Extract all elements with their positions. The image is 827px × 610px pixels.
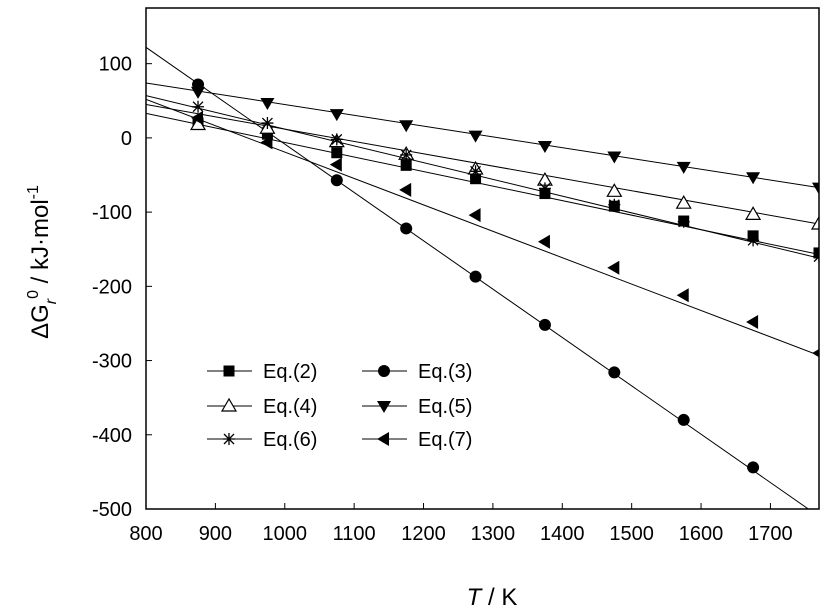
x-axis-title: T / K — [467, 584, 518, 610]
y-tick-label: -300 — [92, 351, 132, 373]
x-tick-label: 1700 — [748, 523, 793, 545]
series-4-point — [676, 161, 691, 174]
series-2-point — [400, 222, 413, 235]
legend-label: Eq.(6) — [263, 429, 317, 451]
series-4-point — [746, 172, 761, 185]
series-1-point — [331, 147, 343, 159]
series-5-point — [261, 117, 274, 130]
series-1-point — [813, 247, 819, 259]
series-2-point — [608, 366, 621, 379]
series-4-point — [260, 98, 275, 111]
series-5-point — [608, 198, 621, 211]
x-tick-label: 1100 — [333, 523, 376, 545]
y-tick-label: 100 — [99, 54, 132, 76]
series-4-point — [468, 130, 483, 143]
legend: Eq.(2) Eq.(3) Eq.(4) Eq.(5) Eq.(6) Eq.(7) — [207, 361, 472, 451]
series-6-point — [746, 314, 759, 329]
series-4-line — [146, 82, 819, 189]
series-2 — [146, 46, 810, 509]
series-5-point — [677, 215, 690, 228]
series-2-point — [677, 413, 690, 426]
series-6-point — [812, 349, 819, 358]
series-6-point — [676, 288, 689, 303]
series-2-point — [330, 174, 343, 187]
series-2-point — [747, 461, 760, 474]
x-tick-label: 1200 — [401, 523, 446, 545]
series-5-point — [747, 234, 760, 247]
legend-marker — [220, 397, 238, 412]
series-3-point — [606, 183, 623, 197]
legend-label: Eq.(2) — [263, 361, 317, 383]
x-tick-label: 1600 — [679, 523, 724, 545]
series-6-point — [607, 260, 620, 275]
series-3-line — [146, 103, 819, 225]
series-3-point — [810, 215, 819, 230]
series-1-point — [400, 159, 412, 171]
series-3 — [146, 103, 819, 230]
series-1-point — [261, 128, 273, 140]
series-1 — [146, 112, 819, 259]
series-group — [146, 46, 819, 509]
legend-marker — [223, 433, 235, 445]
series-6-point — [468, 208, 481, 223]
plot-frame — [145, 7, 820, 510]
series-6-line — [146, 98, 819, 356]
series-4 — [146, 82, 819, 195]
x-tick-label: 800 — [129, 523, 162, 545]
y-tick-label: -400 — [92, 425, 132, 447]
legend-marker — [223, 365, 235, 377]
y-tick-label: -200 — [92, 276, 132, 298]
series-6 — [146, 98, 819, 358]
legend-label: Eq.(4) — [263, 396, 317, 418]
series-5-line — [146, 95, 819, 259]
series-6-point — [537, 234, 550, 249]
series-4-point — [537, 141, 552, 154]
legend-item: Eq.(7) — [362, 429, 472, 451]
x-tick-label: 1300 — [471, 523, 516, 545]
series-2-line — [146, 46, 810, 509]
legend-label: Eq.(7) — [418, 429, 472, 451]
series-5-point — [330, 133, 343, 146]
legend-item: Eq.(5) — [362, 396, 472, 418]
legend-marker — [378, 365, 390, 377]
legend-item: Eq.(3) — [362, 361, 472, 383]
series-4-point — [191, 86, 206, 99]
x-tick-label: 900 — [199, 523, 232, 545]
series-3-point — [745, 206, 762, 220]
legend-item: Eq.(2) — [207, 361, 317, 383]
legend-marker — [377, 401, 391, 413]
x-tick-label: 1500 — [609, 523, 654, 545]
series-6-point — [399, 182, 412, 197]
series-5 — [146, 95, 819, 263]
legend-marker — [377, 432, 389, 446]
y-tick-label: -500 — [92, 499, 132, 521]
series-4-point — [607, 151, 622, 164]
series-6-point — [260, 135, 273, 150]
legend-label: Eq.(5) — [418, 396, 472, 418]
legend-label: Eq.(3) — [418, 361, 472, 383]
y-tick-label: -100 — [92, 202, 132, 224]
series-5-point — [469, 165, 482, 178]
series-4-point — [812, 182, 819, 195]
series-2-point — [469, 270, 482, 283]
x-tick-label: 1000 — [263, 523, 308, 545]
series-6-point — [329, 157, 342, 172]
series-5-point — [192, 100, 205, 113]
series-3-point — [675, 195, 692, 209]
y-axis-title: ΔGr0 / kJ·mol-1 — [25, 185, 60, 339]
x-tick-label: 1400 — [540, 523, 585, 545]
series-5-point — [538, 182, 551, 195]
tick-labels: 800 900 1000 1100 1200 1300 1400 1500 1600 1700-5… — [92, 54, 793, 545]
legend-item: Eq.(6) — [207, 429, 317, 451]
series-6-point — [191, 110, 204, 125]
series-5-point — [400, 148, 413, 161]
series-4-point — [399, 120, 414, 133]
series-2-point — [538, 318, 551, 331]
y-tick-label: 0 — [121, 128, 132, 150]
series-4-point — [329, 109, 344, 122]
series-1-point — [470, 173, 482, 185]
legend-item: Eq.(4) — [207, 396, 317, 418]
